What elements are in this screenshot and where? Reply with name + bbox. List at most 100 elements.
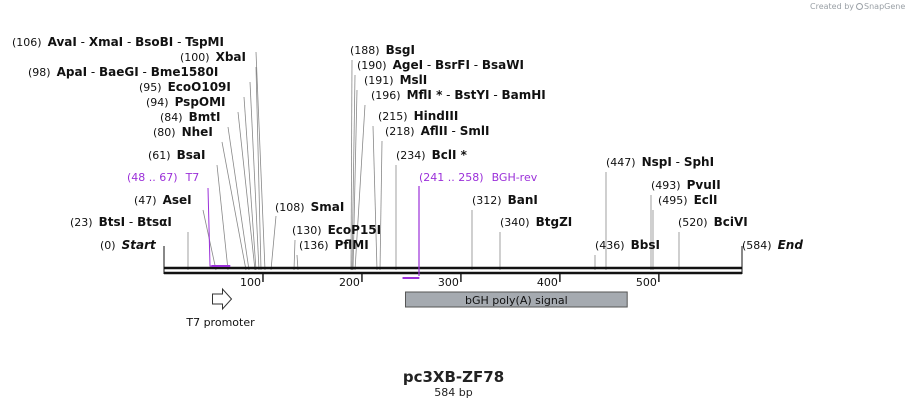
label-end: (584) End (742, 238, 803, 252)
label-bcli: (234) BclI * (396, 148, 468, 162)
enzyme-name: XbaI (216, 50, 246, 64)
leader-agei (351, 74, 356, 271)
enzyme-name: BmtI (189, 110, 221, 124)
label-position: (108) (275, 201, 305, 214)
label-separator: - (125, 215, 137, 229)
label-position: (48 .. 67) (127, 171, 178, 184)
enzyme-name: PflMI (335, 238, 369, 252)
enzyme-name: BciVI (714, 215, 748, 229)
enzyme-name: AvaI (48, 35, 77, 49)
enzyme-name: BtsαI (137, 215, 172, 229)
label-position: (106) (12, 36, 42, 49)
sequence-backbone (163, 246, 743, 275)
label-position: (190) (357, 59, 387, 72)
label-pvuii: (493) PvuII (651, 178, 721, 192)
label-separator: - (448, 124, 460, 138)
label-start: (0) Start (100, 238, 157, 252)
feature-label-t7-promoter: T7 promoter (185, 316, 255, 329)
ruler-ticks: 100 200 300 400 500 (240, 274, 660, 289)
label-agei: (190) AgeI - BsrFI - BsaWI (357, 58, 524, 72)
label-position: (188) (350, 44, 380, 57)
label-pspomi: (94) PspOMI (146, 95, 226, 109)
credit-prefix: Created by (810, 2, 855, 11)
enzyme-name: TspMI (185, 35, 224, 49)
label-position: (191) (364, 74, 394, 87)
label-xbai: (100) XbaI (180, 50, 246, 64)
leader-avai (255, 51, 266, 271)
label-position: (23) (70, 216, 93, 229)
primer-t7-leader (207, 187, 229, 267)
label-bsai: (61) BsaI (148, 148, 205, 162)
label-ecoo109i: (95) EcoO109I (139, 80, 231, 94)
label-asei: (47) AseI (134, 193, 192, 207)
label-position: (495) (658, 194, 688, 207)
leader-nhei (221, 141, 247, 271)
enzyme-name: BsaWI (482, 58, 524, 72)
snapgene-credit: Created by SnapGene (810, 2, 905, 11)
label-position: (98) (28, 66, 51, 79)
label-ecli: (495) EclI (658, 193, 717, 207)
feature-label-bgh-polya: bGH poly(A) signal (465, 294, 568, 307)
label-t7: (48 .. 67) T7 (127, 171, 199, 184)
label-position: (61) (148, 149, 171, 162)
label-separator: - (139, 65, 151, 79)
label-nspi: (447) NspI - SphI (606, 155, 714, 169)
enzyme-name: BGH-rev (492, 171, 538, 184)
enzyme-name: End (778, 238, 804, 252)
label-aflii: (218) AflII - SmlI (385, 124, 489, 138)
label-nhei: (80) NheI (153, 125, 213, 139)
label-apai: (98) ApaI - BaeGI - Bme1580I (28, 65, 218, 79)
tick-label-300: 300 (438, 276, 459, 289)
label-bmti: (84) BmtI (160, 110, 220, 124)
label-separator: - (423, 58, 435, 72)
credit-brand: SnapGene (864, 2, 906, 11)
label-msli: (191) MslI (364, 73, 427, 87)
enzyme-name: BsgI (386, 43, 415, 57)
leader-msli (352, 89, 358, 271)
leader-bsgi (350, 59, 353, 271)
enzyme-name: Bme1580I (151, 65, 219, 79)
label-position: (80) (153, 126, 176, 139)
snapgene-logo-icon (856, 3, 864, 10)
label-position: (218) (385, 125, 415, 138)
label-btsi: (23) BtsI - BtsαI (70, 215, 172, 229)
site-labels: (106) AvaI - XmaI - BsoBI - TspMI (100) Xba… (12, 35, 803, 252)
enzyme-name: ApaI (57, 65, 87, 79)
enzyme-name: T7 (185, 171, 200, 184)
label-position: (241 .. 258) (419, 171, 484, 184)
enzyme-name: BstYI (454, 88, 489, 102)
tick-label-100: 100 (240, 276, 261, 289)
enzyme-name: EclI (694, 193, 718, 207)
enzyme-name: PvuII (687, 178, 721, 192)
enzyme-name: Start (122, 238, 157, 252)
label-position: (312) (472, 194, 502, 207)
label-separator: - (490, 88, 502, 102)
enzyme-name: AflII (421, 124, 448, 138)
leader-mfli (354, 104, 366, 271)
label-separator: - (470, 58, 482, 72)
enzyme-name: MslI (400, 73, 428, 87)
enzyme-name: EcoO109I (168, 80, 231, 94)
label-bsgi: (188) BsgI (350, 43, 415, 57)
enzyme-name: SphI (684, 155, 714, 169)
label-hindiii: (215) HindIII (378, 109, 458, 123)
promoter-arrow-icon (212, 287, 233, 311)
feature-track: T7 promoter bGH poly(A) signal (185, 186, 628, 329)
enzyme-name: AgeI (393, 58, 423, 72)
label-position: (584) (742, 239, 772, 252)
label-position: (130) (292, 224, 322, 237)
label-ecop15i: (130) EcoP15I (292, 223, 381, 237)
label-position: (520) (678, 216, 708, 229)
label-bbsi: (436) BbsI (595, 238, 660, 252)
feature-bgh-polya (404, 291, 628, 308)
label-avai: (106) AvaI - XmaI - BsoBI - TspMI (12, 35, 224, 49)
label-smai: (108) SmaI (275, 200, 344, 214)
enzyme-name: BsrFI (435, 58, 470, 72)
leader-xbai (255, 66, 262, 271)
leader-bsai (216, 164, 229, 271)
leader-pspomi (237, 111, 256, 271)
label-separator: - (87, 65, 99, 79)
enzyme-name: BbsI (631, 238, 660, 252)
leader-apai (249, 81, 260, 271)
